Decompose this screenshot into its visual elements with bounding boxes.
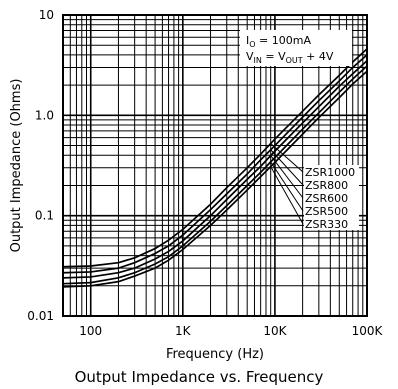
x-axis-label: Frequency (Hz) (166, 347, 264, 362)
series-line-zsr500 (62, 65, 368, 285)
legend-label: ZSR600 (305, 192, 348, 205)
conditions-background (240, 30, 352, 66)
series-line-zsr600 (62, 60, 368, 279)
x-tick-label: 10K (263, 324, 287, 338)
legend-label-background (304, 165, 359, 178)
chart-series (62, 48, 368, 288)
condition-vin-rest: + 4V (303, 50, 334, 63)
series-line-zsr1000 (62, 48, 368, 268)
legend-label: ZSR500 (305, 205, 348, 218)
y-axis-label: Output Impedance (Ohms) (9, 79, 24, 253)
legend-label-background (304, 217, 359, 230)
legend-label: ZSR800 (305, 179, 348, 192)
y-tick-label: 1.0 (35, 108, 54, 122)
series-line-zsr330 (62, 70, 368, 288)
legend-leader-line (270, 143, 304, 173)
condition-vin-equals: = V (262, 50, 286, 63)
legend-leader-line (270, 166, 304, 225)
legend-leader-line (270, 149, 304, 186)
condition-io-symbol: I (246, 34, 249, 47)
x-tick-label: 1K (175, 324, 192, 338)
legend-label: ZSR330 (305, 218, 348, 231)
x-tick-label: 100 (79, 324, 102, 338)
conditions-annotation: IO = 100mA VIN = VOUT + 4V (240, 30, 352, 66)
plot-frame (62, 14, 368, 317)
condition-vin-subscript: IN (254, 56, 262, 65)
legend-label-background (304, 204, 359, 217)
condition-io-subscript: O (249, 40, 255, 49)
condition-vin-symbol: V (246, 50, 254, 63)
condition-io-value: = 100mA (256, 34, 312, 47)
legend-label: ZSR1000 (305, 166, 355, 179)
legend-leader-line (270, 161, 304, 212)
series-line-zsr800 (62, 54, 368, 274)
condition-vout-subscript: OUT (286, 56, 303, 65)
y-tick-label: 10 (39, 8, 54, 22)
legend-label-background (304, 178, 359, 191)
y-tick-label: 0.01 (27, 309, 54, 323)
legend-leader-line (270, 155, 304, 199)
y-tick-label: 0.1 (35, 209, 54, 223)
legend-label-background (304, 191, 359, 204)
condition-vin: VIN = VOUT + 4V (246, 50, 334, 65)
chart-title: Output Impedance vs. Frequency (75, 368, 324, 386)
x-tick-label: 100K (352, 324, 384, 338)
tick-labels: 100 1K 10K 100K 0.01 0.1 1.0 10 (27, 8, 383, 338)
condition-io: IO = 100mA (246, 34, 311, 49)
